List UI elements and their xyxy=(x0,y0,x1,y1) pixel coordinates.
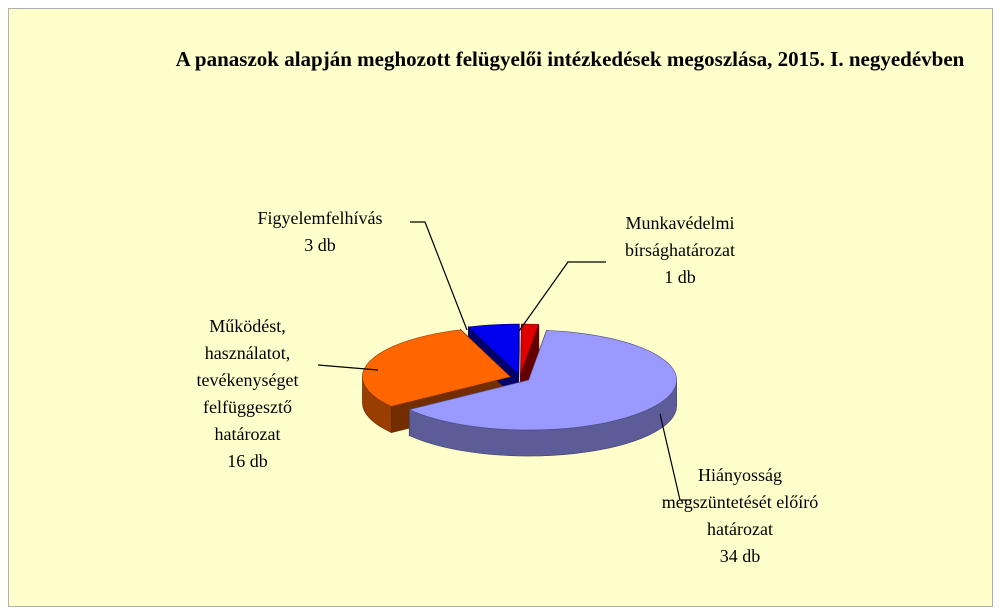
data-label: Munkavédelmi bírsághatározat 1 db xyxy=(600,210,760,291)
category-label: Figyelemfelhívás xyxy=(257,208,383,228)
value-label: 34 db xyxy=(719,546,761,566)
slice xyxy=(520,323,540,375)
chart-title: A panaszok alapján meghozott felügyelői … xyxy=(175,47,965,71)
leader-lines xyxy=(317,221,690,501)
slice xyxy=(467,323,520,375)
plot-frame xyxy=(8,8,993,607)
value-label: 1 db xyxy=(664,267,696,287)
value-label: 16 db xyxy=(227,451,268,471)
category-label: Működést, használatot, tevékenységet fel… xyxy=(196,316,299,444)
data-label: Figyelemfelhívás 3 db xyxy=(230,205,410,259)
leader-line xyxy=(518,261,606,332)
leader-line xyxy=(317,364,379,371)
leader-line xyxy=(410,221,468,331)
leader-line xyxy=(659,413,690,501)
category-label: Munkavédelmi bírsághatározat xyxy=(625,213,735,260)
category-label: Hiányosság megszüntetését előíró határoz… xyxy=(661,465,819,539)
pie xyxy=(362,323,677,457)
slice xyxy=(408,330,677,431)
slice xyxy=(362,329,512,407)
value-label: 3 db xyxy=(304,235,336,255)
data-label: Működést, használatot, tevékenységet fel… xyxy=(180,313,315,475)
data-label: Hiányosság megszüntetését előíró határoz… xyxy=(650,462,830,570)
